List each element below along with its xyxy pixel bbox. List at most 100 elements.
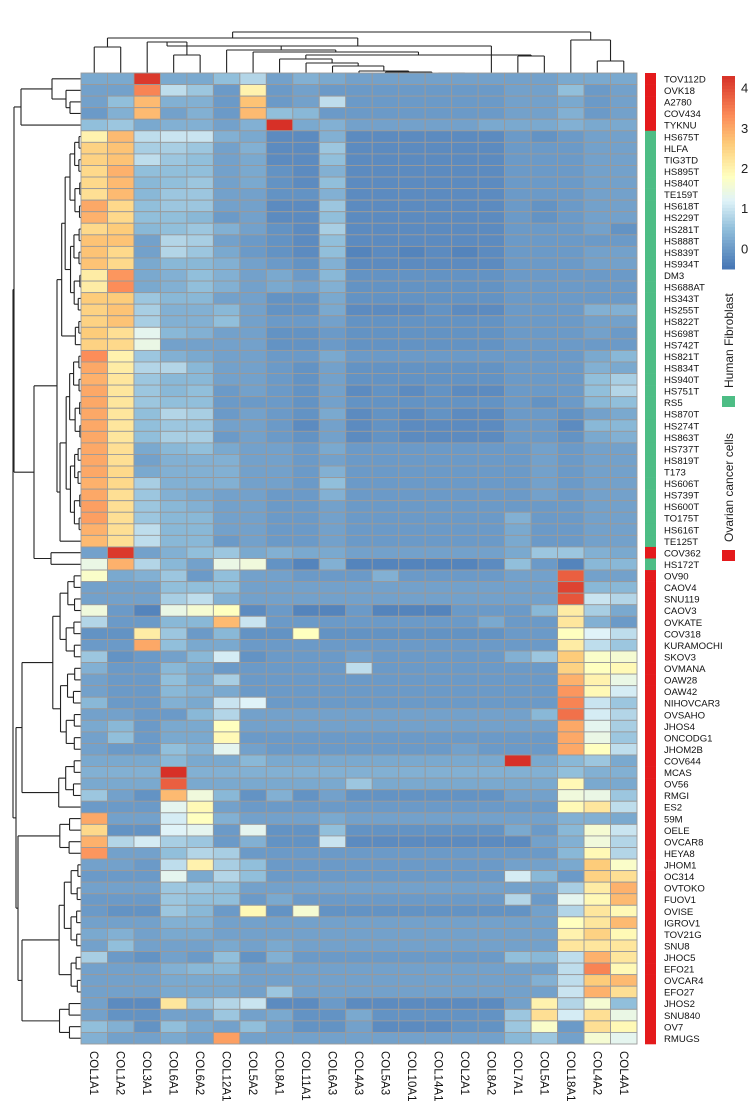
heatmap-cell [212,315,241,328]
heatmap-cell [398,719,426,733]
column-label: COL4A3 [352,1051,364,1095]
column-label: COL12A1 [220,1051,232,1102]
heatmap-cell [371,511,400,525]
heatmap-cell [451,326,479,340]
heatmap-cell [265,847,294,860]
heatmap-cell [530,384,559,398]
heatmap-cell [477,916,506,929]
heatmap-cell [371,222,400,236]
heatmap-cell [424,650,453,663]
heatmap-cell [451,812,479,825]
heatmap-cell [371,1008,400,1022]
heatmap-cell [239,604,267,617]
heatmap-cell [159,257,188,270]
colorbar-segment [722,156,735,161]
annotation-cell [645,581,656,594]
heatmap-cell [133,315,161,328]
heatmap-cell [292,130,320,143]
heatmap-cell [345,349,373,363]
annotation-cell [645,512,656,525]
heatmap-cell [557,269,585,282]
row-label: CAOV4 [664,583,697,594]
heatmap-cell [530,592,559,606]
heatmap-cell [371,962,400,976]
heatmap-cell [530,107,559,120]
heatmap-cell [212,904,241,918]
row-label: CAOV3 [664,606,697,617]
heatmap-cell [80,292,108,305]
heatmap-cell [345,222,373,236]
row-label: OAW28 [664,676,697,687]
heatmap-cell [186,373,214,386]
colorbar-segment [722,98,735,103]
heatmap-cell [159,118,188,132]
annotation-cell [645,142,656,155]
heatmap-cell [371,847,400,860]
heatmap-cell [292,315,320,328]
heatmap-cell [557,199,585,213]
heatmap-cell [610,916,638,929]
heatmap-cell [345,581,373,594]
heatmap-cell [212,627,241,640]
heatmap-cell [371,662,400,675]
heatmap-cell [318,627,347,640]
heatmap-cell [424,280,453,294]
heatmap-cell [239,245,267,259]
heatmap-cell [451,534,479,548]
heatmap-cell [239,546,267,559]
heatmap-cell [530,708,559,721]
heatmap-cell [107,442,135,455]
heatmap-cell [451,141,479,155]
heatmap-cell [530,118,559,132]
heatmap-cell [159,349,188,363]
heatmap-cell [424,95,453,109]
annotation-cell [645,96,656,108]
heatmap-cell [345,303,373,317]
heatmap-cell [318,488,347,502]
heatmap-cell [265,141,294,155]
heatmap-cell [530,777,559,791]
heatmap-cell [212,176,241,190]
group-legend-label: Human Fibroblast [722,293,736,388]
heatmap-cell [477,696,506,710]
heatmap-cell [504,326,532,340]
row-label: EFO21 [664,965,694,976]
heatmap-cell [345,130,373,143]
annotation-cell [645,650,656,663]
heatmap-cell [371,685,400,698]
heatmap-cell [239,199,267,213]
heatmap-cell [504,477,532,490]
colorbar-segment [722,195,735,199]
heatmap-cell [451,708,479,721]
heatmap-cell [345,916,373,929]
heatmap-cell [107,604,135,617]
heatmap-cell [477,708,506,721]
heatmap-cell [398,974,426,987]
heatmap-cell [345,939,373,952]
heatmap-cell [610,511,638,525]
heatmap-cell [265,927,294,941]
heatmap-cell [451,985,479,999]
heatmap-cell [557,419,585,432]
heatmap-cell [292,800,320,814]
heatmap-cell [345,546,373,559]
colorbar-segment [722,191,735,196]
heatmap-cell [345,153,373,166]
heatmap-cell [398,766,426,779]
heatmap-cell [424,927,453,941]
heatmap-cell [212,511,241,525]
heatmap-cell [239,257,267,270]
heatmap-cell [159,326,188,340]
heatmap-cell [212,754,241,768]
heatmap-cell [557,118,585,132]
heatmap-cell [318,870,347,883]
heatmap-cell [583,130,611,143]
heatmap-cell [583,719,611,733]
colorbar-segment [722,243,735,247]
heatmap-cell [477,303,506,317]
heatmap-cell [530,569,559,583]
colorbar-segment [722,265,735,270]
heatmap-cell [345,534,373,548]
heatmap-cell [265,303,294,317]
heatmap-cell [424,234,453,247]
